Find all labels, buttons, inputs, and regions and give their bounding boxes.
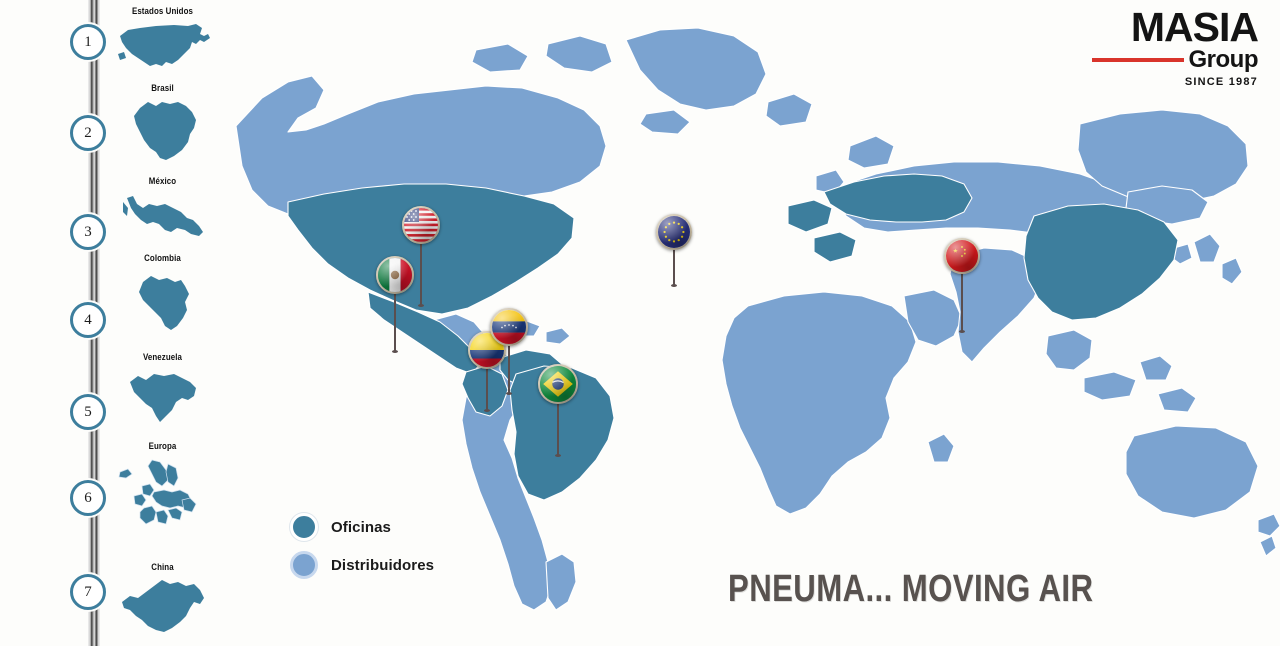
map-pin-china[interactable] bbox=[944, 238, 980, 333]
masia-group-logo[interactable]: MASIA Group SINCE 1987 bbox=[1073, 4, 1259, 88]
rail-node-2[interactable]: 2 bbox=[70, 115, 106, 151]
us-flag-icon bbox=[402, 206, 440, 244]
country-label: Venezuela bbox=[142, 352, 183, 362]
rail-node-4[interactable]: 4 bbox=[70, 302, 106, 338]
country-label: Europa bbox=[148, 441, 177, 451]
world-map bbox=[228, 6, 1280, 636]
rail-node-1[interactable]: 1 bbox=[70, 24, 106, 60]
world-map-svg bbox=[235, 27, 1280, 611]
country-label: Colombia bbox=[144, 253, 181, 263]
shape-mexico bbox=[105, 190, 223, 248]
rail-node-number: 5 bbox=[84, 403, 92, 420]
rail-node-5[interactable]: 5 bbox=[70, 394, 106, 430]
rail-node-6[interactable]: 6 bbox=[70, 480, 106, 516]
country-label: Estados Unidos bbox=[131, 6, 194, 16]
rail-node-number: 7 bbox=[84, 583, 92, 600]
cn-flag-icon bbox=[944, 238, 980, 274]
rail-node-3[interactable]: 3 bbox=[70, 214, 106, 250]
eu-flag-icon bbox=[656, 214, 692, 250]
shape-colombia bbox=[105, 268, 223, 336]
rail-node-number: 3 bbox=[84, 223, 92, 240]
office-countries bbox=[287, 173, 1179, 501]
map-pin-mexico[interactable] bbox=[376, 256, 414, 353]
legend-dot-oficinas bbox=[290, 513, 318, 541]
mx-flag-icon bbox=[376, 256, 414, 294]
country-label: México bbox=[148, 176, 177, 186]
rail-node-number: 6 bbox=[84, 489, 92, 506]
logo-subwordmark: Group bbox=[1188, 45, 1259, 73]
rail-node-7[interactable]: 7 bbox=[70, 574, 106, 610]
map-legend: Oficinas Distribuidores bbox=[290, 508, 434, 584]
shape-united-states bbox=[105, 20, 223, 72]
br-flag-icon bbox=[538, 364, 578, 404]
shape-brazil bbox=[105, 96, 223, 166]
distributor-countries bbox=[235, 27, 1280, 611]
country-label: China bbox=[151, 562, 174, 572]
legend-dot-distribuidores bbox=[290, 551, 318, 579]
shape-venezuela bbox=[105, 366, 223, 428]
map-pin-europa[interactable] bbox=[656, 214, 692, 287]
legend-item-distribuidores[interactable]: Distribuidores bbox=[290, 546, 434, 584]
country-rail: Estados Unidos 1 Brasil 2 bbox=[0, 0, 225, 646]
ve-flag-icon bbox=[490, 308, 528, 346]
logo-wordmark: MASIA bbox=[1130, 4, 1259, 50]
shape-china bbox=[105, 576, 223, 638]
shape-europe bbox=[105, 456, 223, 532]
rail-node-number: 2 bbox=[84, 124, 92, 141]
legend-label-oficinas: Oficinas bbox=[331, 518, 391, 536]
legend-label-distribuidores: Distribuidores bbox=[331, 556, 435, 574]
map-pin-venezuela[interactable] bbox=[490, 308, 528, 395]
logo-red-bar bbox=[1091, 57, 1184, 62]
country-label: Brasil bbox=[151, 83, 174, 93]
rail-node-number: 4 bbox=[84, 311, 92, 328]
logo-since-text: SINCE 1987 bbox=[1184, 75, 1258, 88]
tagline: PNEUMA... MOVING AIR bbox=[728, 568, 1094, 610]
rail-node-number: 1 bbox=[84, 33, 92, 50]
map-pin-brasil[interactable] bbox=[538, 364, 578, 457]
map-pin-estados-unidos[interactable] bbox=[402, 206, 440, 307]
legend-item-oficinas[interactable]: Oficinas bbox=[290, 508, 434, 546]
